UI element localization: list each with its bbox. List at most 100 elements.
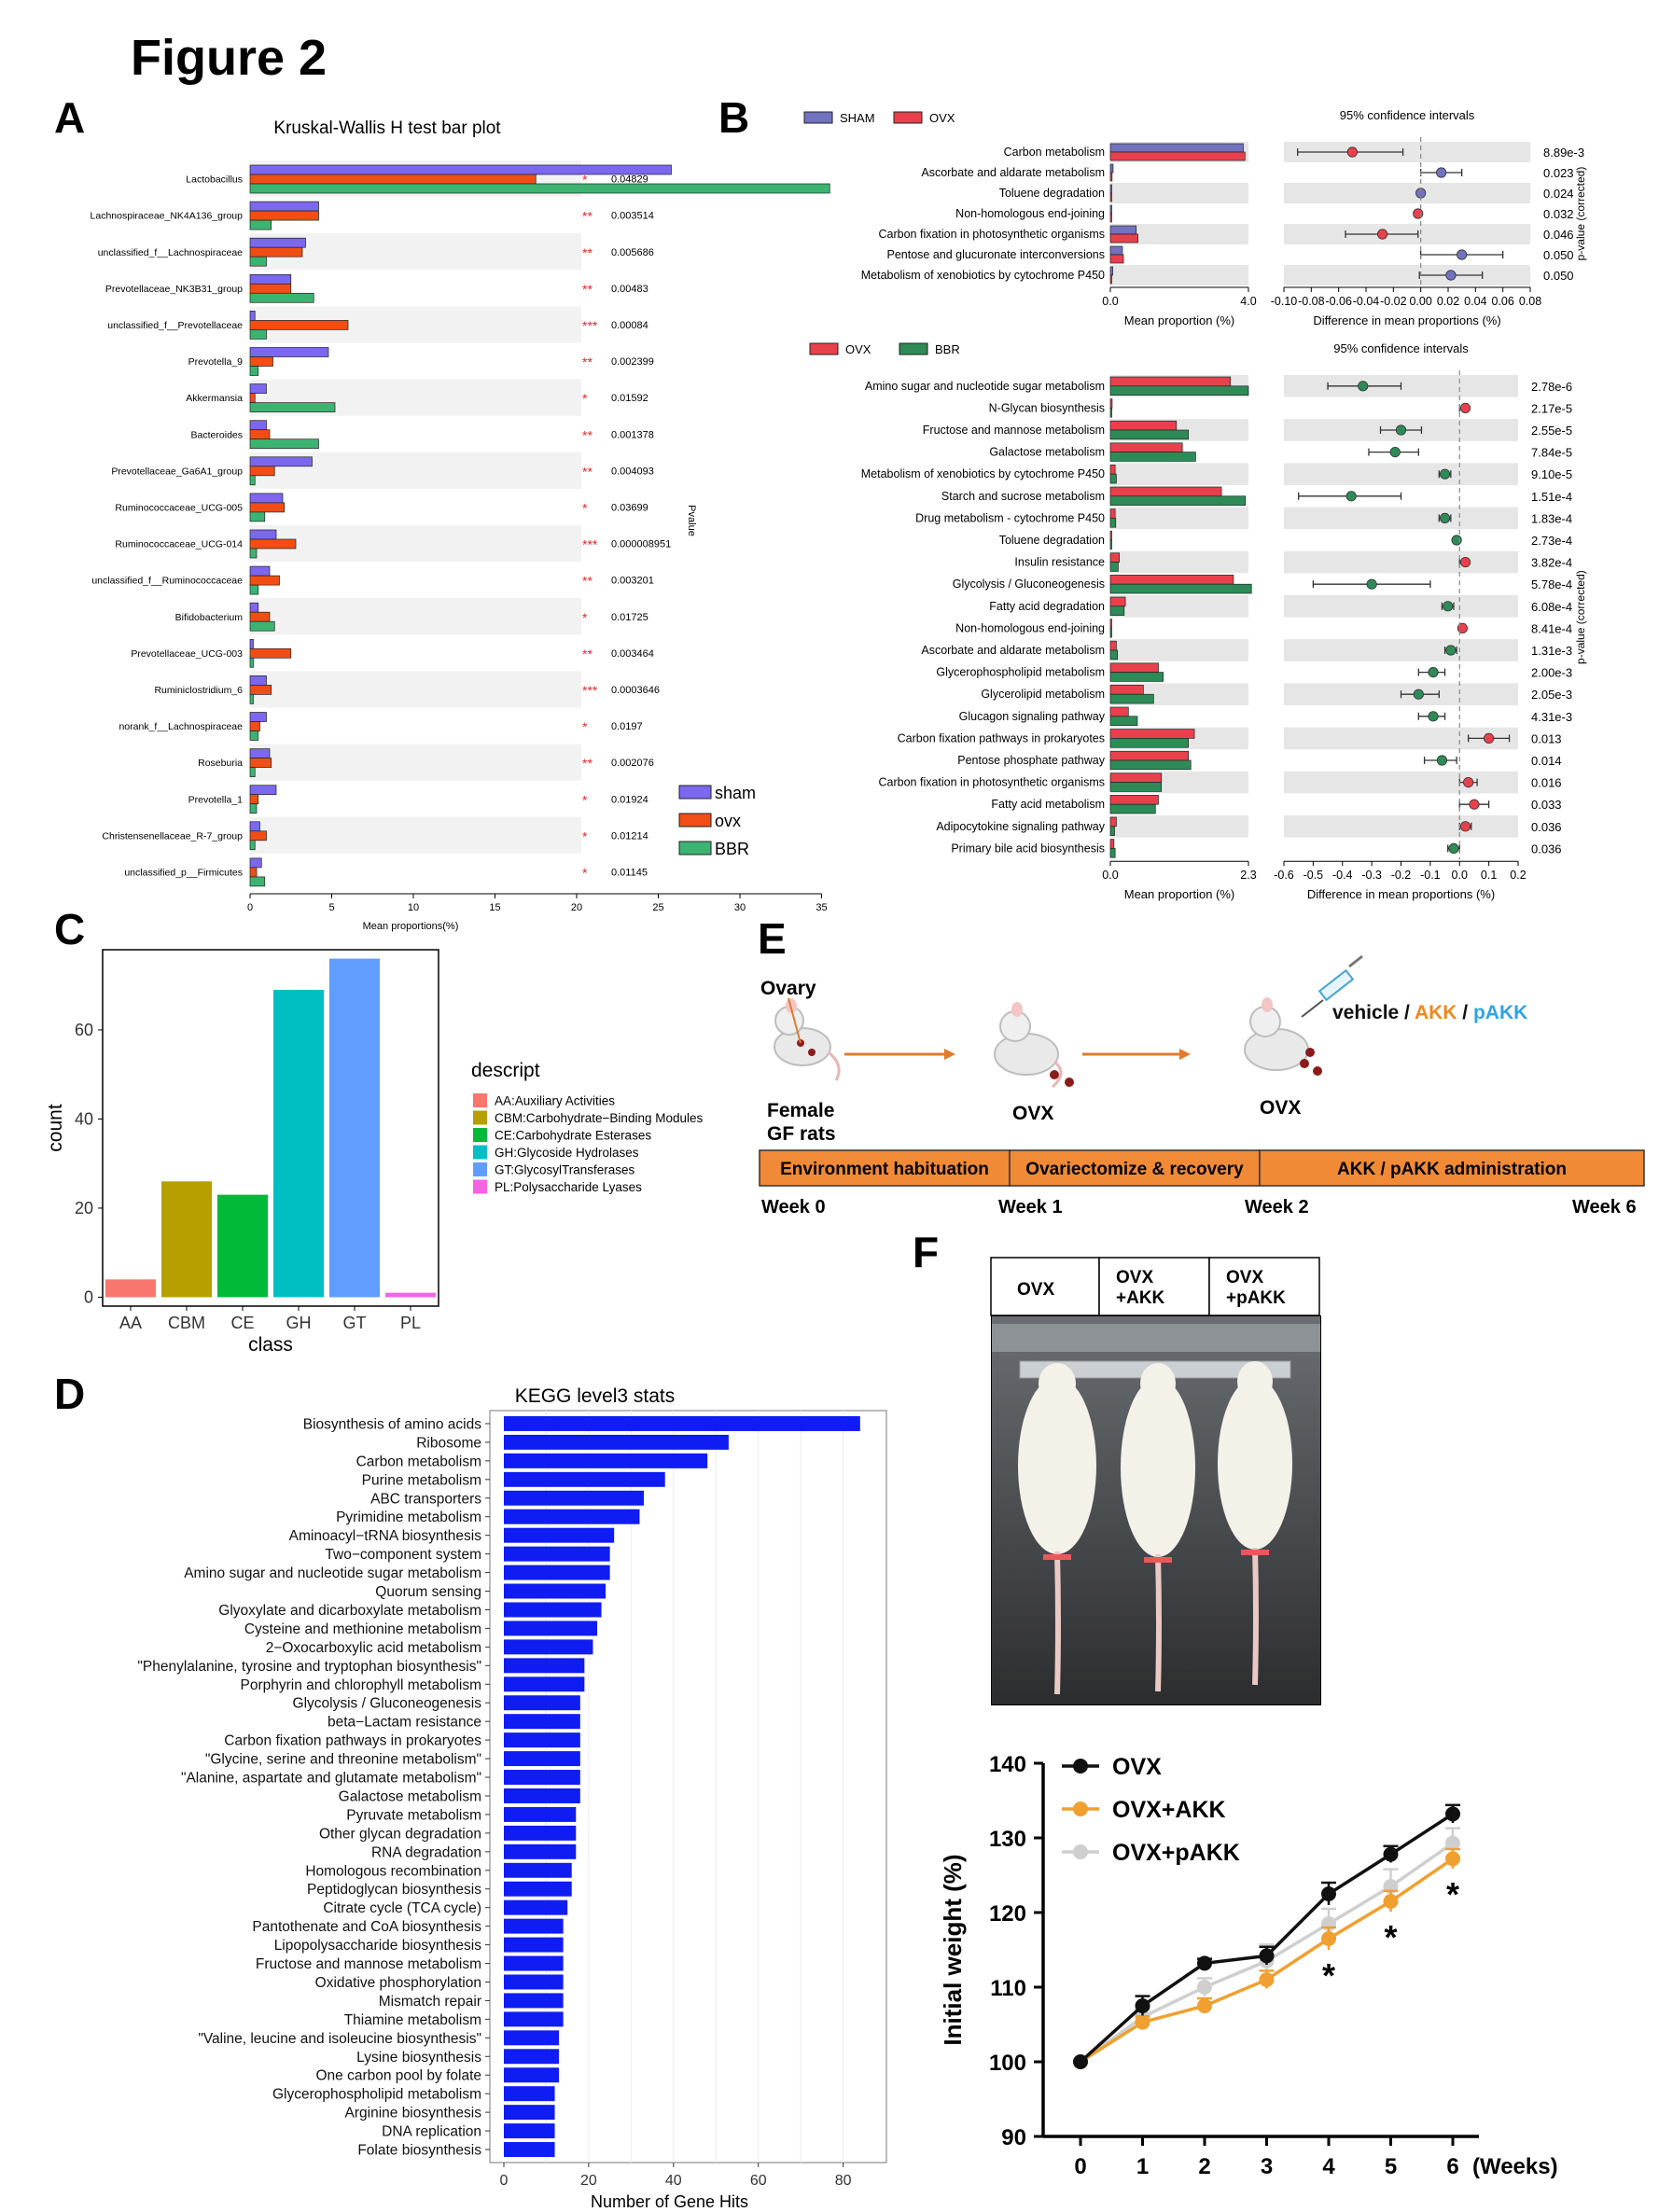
row-band-right	[1284, 595, 1518, 618]
category-label: Prevotella_1	[188, 794, 244, 805]
pathway-label: Amino sugar and nucleotide sugar metabol…	[865, 380, 1105, 393]
bar	[504, 2011, 564, 2027]
bar-ovx	[249, 721, 260, 731]
syringe-icon	[1301, 954, 1363, 1018]
pathway-label: Pentose phosphate pathway	[957, 754, 1106, 767]
plot-frame	[102, 949, 439, 1307]
panel-f-chart: 90 100 110 120 130 140 0 1 2 3 4 5 6 (Weeks) Initial w…	[939, 1752, 1558, 2179]
treatment-akk: AKK	[1415, 1002, 1457, 1023]
pathway-label: Non-homologous end-joining	[955, 621, 1105, 634]
significance-star: *	[1384, 1918, 1397, 1956]
bar	[504, 1639, 593, 1655]
bar	[504, 1918, 564, 1934]
x-tick-label: 5	[1385, 2154, 1397, 2179]
bar	[504, 1453, 708, 1468]
rat-ovx-akk-icon	[1121, 1363, 1195, 1692]
diff-tick-label: -0.02	[1380, 295, 1407, 308]
pathway-label: beta−Lactam resistance	[328, 1715, 481, 1731]
significance-mark: *	[582, 865, 588, 880]
bar-CE	[217, 1194, 268, 1298]
diff-tick-label: -0.10	[1271, 295, 1298, 308]
bar-sham	[249, 529, 277, 540]
bar-ovx	[249, 466, 275, 477]
mean-axis-title: Mean proportion (%)	[1124, 887, 1235, 901]
bar	[504, 1881, 572, 1897]
legend-swatch	[473, 1128, 487, 1142]
bar-OVX	[1109, 729, 1195, 739]
bar	[504, 2049, 560, 2065]
bar-BBR	[249, 329, 267, 340]
bar-BBR	[1109, 759, 1192, 771]
ovx-label-week1: OVX	[1012, 1103, 1053, 1124]
legend-swatch	[473, 1093, 487, 1107]
row-band-right	[1284, 771, 1518, 794]
legend-label: ovx	[715, 812, 741, 830]
bar-sham	[249, 456, 313, 467]
bar-OVX	[1109, 662, 1159, 673]
significance-mark: ***	[582, 318, 598, 333]
x-tick-label: 1	[1136, 2154, 1149, 2179]
data-point	[1383, 1894, 1399, 1909]
bar-BBR	[249, 183, 830, 194]
bar-OVX	[1109, 465, 1116, 475]
y-tick-label: 90	[1001, 2125, 1026, 2150]
pathway-label: Ascorbate and aldarate metabolism	[921, 644, 1105, 657]
legend-swatch	[473, 1179, 487, 1194]
row-band-right	[1284, 463, 1518, 485]
category-label: Ruminococcaceae_UCG-005	[115, 502, 243, 513]
bar	[504, 1862, 572, 1878]
pvalue-label: 0.002076	[611, 758, 654, 769]
stage-box-1	[759, 1149, 1011, 1187]
bar-ovx	[249, 502, 286, 513]
pathway-label: Fructose and mannose metabolism	[256, 1956, 481, 1972]
diff-axis-title: Difference in mean proportions (%)	[1307, 887, 1495, 901]
pathway-label: Glycerophospholipid metabolism	[936, 666, 1105, 679]
bar-OVX	[1109, 816, 1117, 828]
pvalue-label: 0.036	[1531, 842, 1562, 856]
significance-mark: **	[582, 209, 592, 224]
ovary-label: Ovary	[760, 978, 816, 999]
pathway-label: N-Glycan biosynthesis	[989, 401, 1105, 414]
pathway-label: Starch and sucrose metabolism	[941, 490, 1105, 503]
diff-tick-label: -0.04	[1353, 295, 1380, 308]
difference-point	[1413, 689, 1424, 700]
bar-sham	[249, 565, 271, 577]
legend-swatch	[893, 111, 923, 124]
pathway-label: Pentose and glucuronate interconversions	[887, 248, 1105, 261]
row-band-right	[1284, 265, 1530, 285]
row-band-left	[1110, 265, 1248, 285]
pvalue-label: 2.73e-4	[1531, 534, 1572, 548]
bar	[504, 2086, 555, 2102]
bar-SHAM	[1109, 143, 1244, 153]
x-tick-label: 0	[500, 2173, 509, 2189]
pathway-label: Pyruvate metabolism	[346, 1807, 481, 1823]
significance-mark: *	[582, 610, 588, 625]
rat-photograph	[991, 1315, 1321, 1705]
pvalue-label: 3.82e-4	[1531, 556, 1572, 570]
data-point	[1197, 1980, 1212, 1995]
bar-BBR	[249, 511, 266, 522]
pvalue-label: 0.004093	[611, 466, 654, 477]
pathway-label: Quorum sensing	[375, 1584, 481, 1600]
legend-label: SHAM	[840, 111, 875, 125]
bar	[504, 2030, 560, 2046]
row-band-left	[1110, 463, 1248, 485]
pvalue-label: 0.01725	[611, 612, 648, 623]
pathway-label: ABC transporters	[370, 1491, 481, 1507]
bar-BBR	[249, 657, 254, 668]
bar-sham	[249, 821, 260, 832]
pathway-label: Homologous recombination	[305, 1863, 481, 1879]
pathway-label: Two−component system	[325, 1547, 481, 1563]
panel-letter-b: B	[718, 93, 749, 142]
bar-BBR	[1109, 716, 1138, 726]
bar-OVX	[1109, 213, 1112, 223]
legend-swatch	[473, 1110, 487, 1125]
difference-point	[1484, 732, 1495, 744]
bar-ovx	[249, 611, 271, 622]
bar-SHAM	[1109, 225, 1137, 235]
pvalue-label: 0.003201	[611, 576, 654, 587]
pvalue-label: 0.046	[1543, 228, 1574, 242]
bar-BBR	[1109, 562, 1119, 572]
bar-ovx	[249, 830, 267, 842]
legend-swatch	[473, 1145, 487, 1160]
